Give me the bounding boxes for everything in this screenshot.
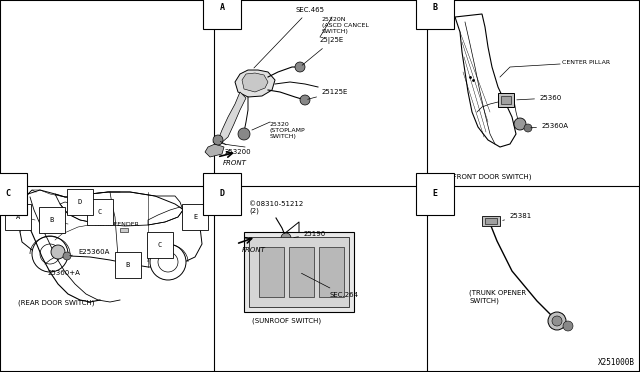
Bar [259, 247, 284, 297]
Text: 253200: 253200 [220, 141, 252, 155]
Bar [120, 228, 128, 232]
Circle shape [63, 252, 71, 260]
Circle shape [552, 316, 562, 326]
Circle shape [238, 128, 250, 140]
Circle shape [150, 244, 186, 280]
Text: 25360: 25360 [516, 95, 563, 101]
Text: C: C [6, 189, 10, 199]
Text: 25190: 25190 [294, 231, 326, 238]
Bar [501, 96, 511, 104]
Text: C: C [158, 242, 162, 248]
Text: A: A [16, 214, 20, 220]
Text: FRONT: FRONT [223, 160, 247, 166]
Bar [244, 232, 354, 312]
Circle shape [213, 135, 223, 145]
Text: E: E [193, 214, 197, 220]
Circle shape [51, 245, 65, 259]
Text: 25381: 25381 [502, 213, 532, 220]
Text: CENTER PILLAR: CENTER PILLAR [562, 60, 610, 64]
Text: 25|25E: 25|25E [302, 37, 344, 65]
Polygon shape [235, 70, 275, 97]
Text: (TRUNK OPENER
SWITCH): (TRUNK OPENER SWITCH) [469, 290, 526, 304]
Circle shape [548, 312, 566, 330]
Text: 25320
(STOPLAMP
SWITCH): 25320 (STOPLAMP SWITCH) [270, 122, 306, 139]
Bar [249, 237, 349, 307]
Text: (FRONT DOOR SWITCH): (FRONT DOOR SWITCH) [450, 174, 531, 180]
Text: B: B [433, 3, 438, 13]
Text: ©08310-51212
(2): ©08310-51212 (2) [249, 201, 303, 215]
Text: SEC.264: SEC.264 [301, 273, 358, 298]
Text: B: B [50, 217, 54, 223]
Bar [155, 234, 161, 237]
Text: 25360+A: 25360+A [48, 270, 81, 276]
Circle shape [32, 236, 68, 272]
Circle shape [295, 62, 305, 72]
Text: X251000B: X251000B [598, 358, 635, 367]
Bar [485, 218, 497, 224]
Text: E: E [433, 189, 438, 199]
Text: E25360A: E25360A [70, 249, 109, 256]
Text: SEC.465: SEC.465 [254, 7, 324, 68]
Circle shape [514, 118, 526, 130]
Text: (SUNROOF SWITCH): (SUNROOF SWITCH) [252, 317, 321, 324]
Bar [482, 216, 500, 226]
Text: D: D [78, 199, 82, 205]
Bar [498, 93, 514, 107]
Text: 25360A: 25360A [531, 123, 569, 129]
Text: A: A [220, 3, 225, 13]
Text: 25125E: 25125E [308, 89, 348, 99]
Circle shape [300, 95, 310, 105]
Text: B: B [126, 262, 130, 268]
Polygon shape [218, 92, 246, 144]
Text: D: D [220, 189, 225, 199]
Text: C: C [98, 209, 102, 215]
Bar [289, 247, 314, 297]
Polygon shape [205, 144, 224, 157]
Polygon shape [242, 73, 268, 92]
Circle shape [524, 124, 532, 132]
Text: 25320N
(ASCD CANCEL
SWITCH): 25320N (ASCD CANCEL SWITCH) [322, 17, 369, 33]
Text: (REAR DOOR SWITCH): (REAR DOOR SWITCH) [18, 300, 95, 307]
Text: FRONT: FRONT [242, 247, 266, 253]
Text: REAR FENDER: REAR FENDER [95, 221, 139, 227]
Circle shape [563, 321, 573, 331]
Bar [319, 247, 344, 297]
Circle shape [281, 233, 291, 243]
